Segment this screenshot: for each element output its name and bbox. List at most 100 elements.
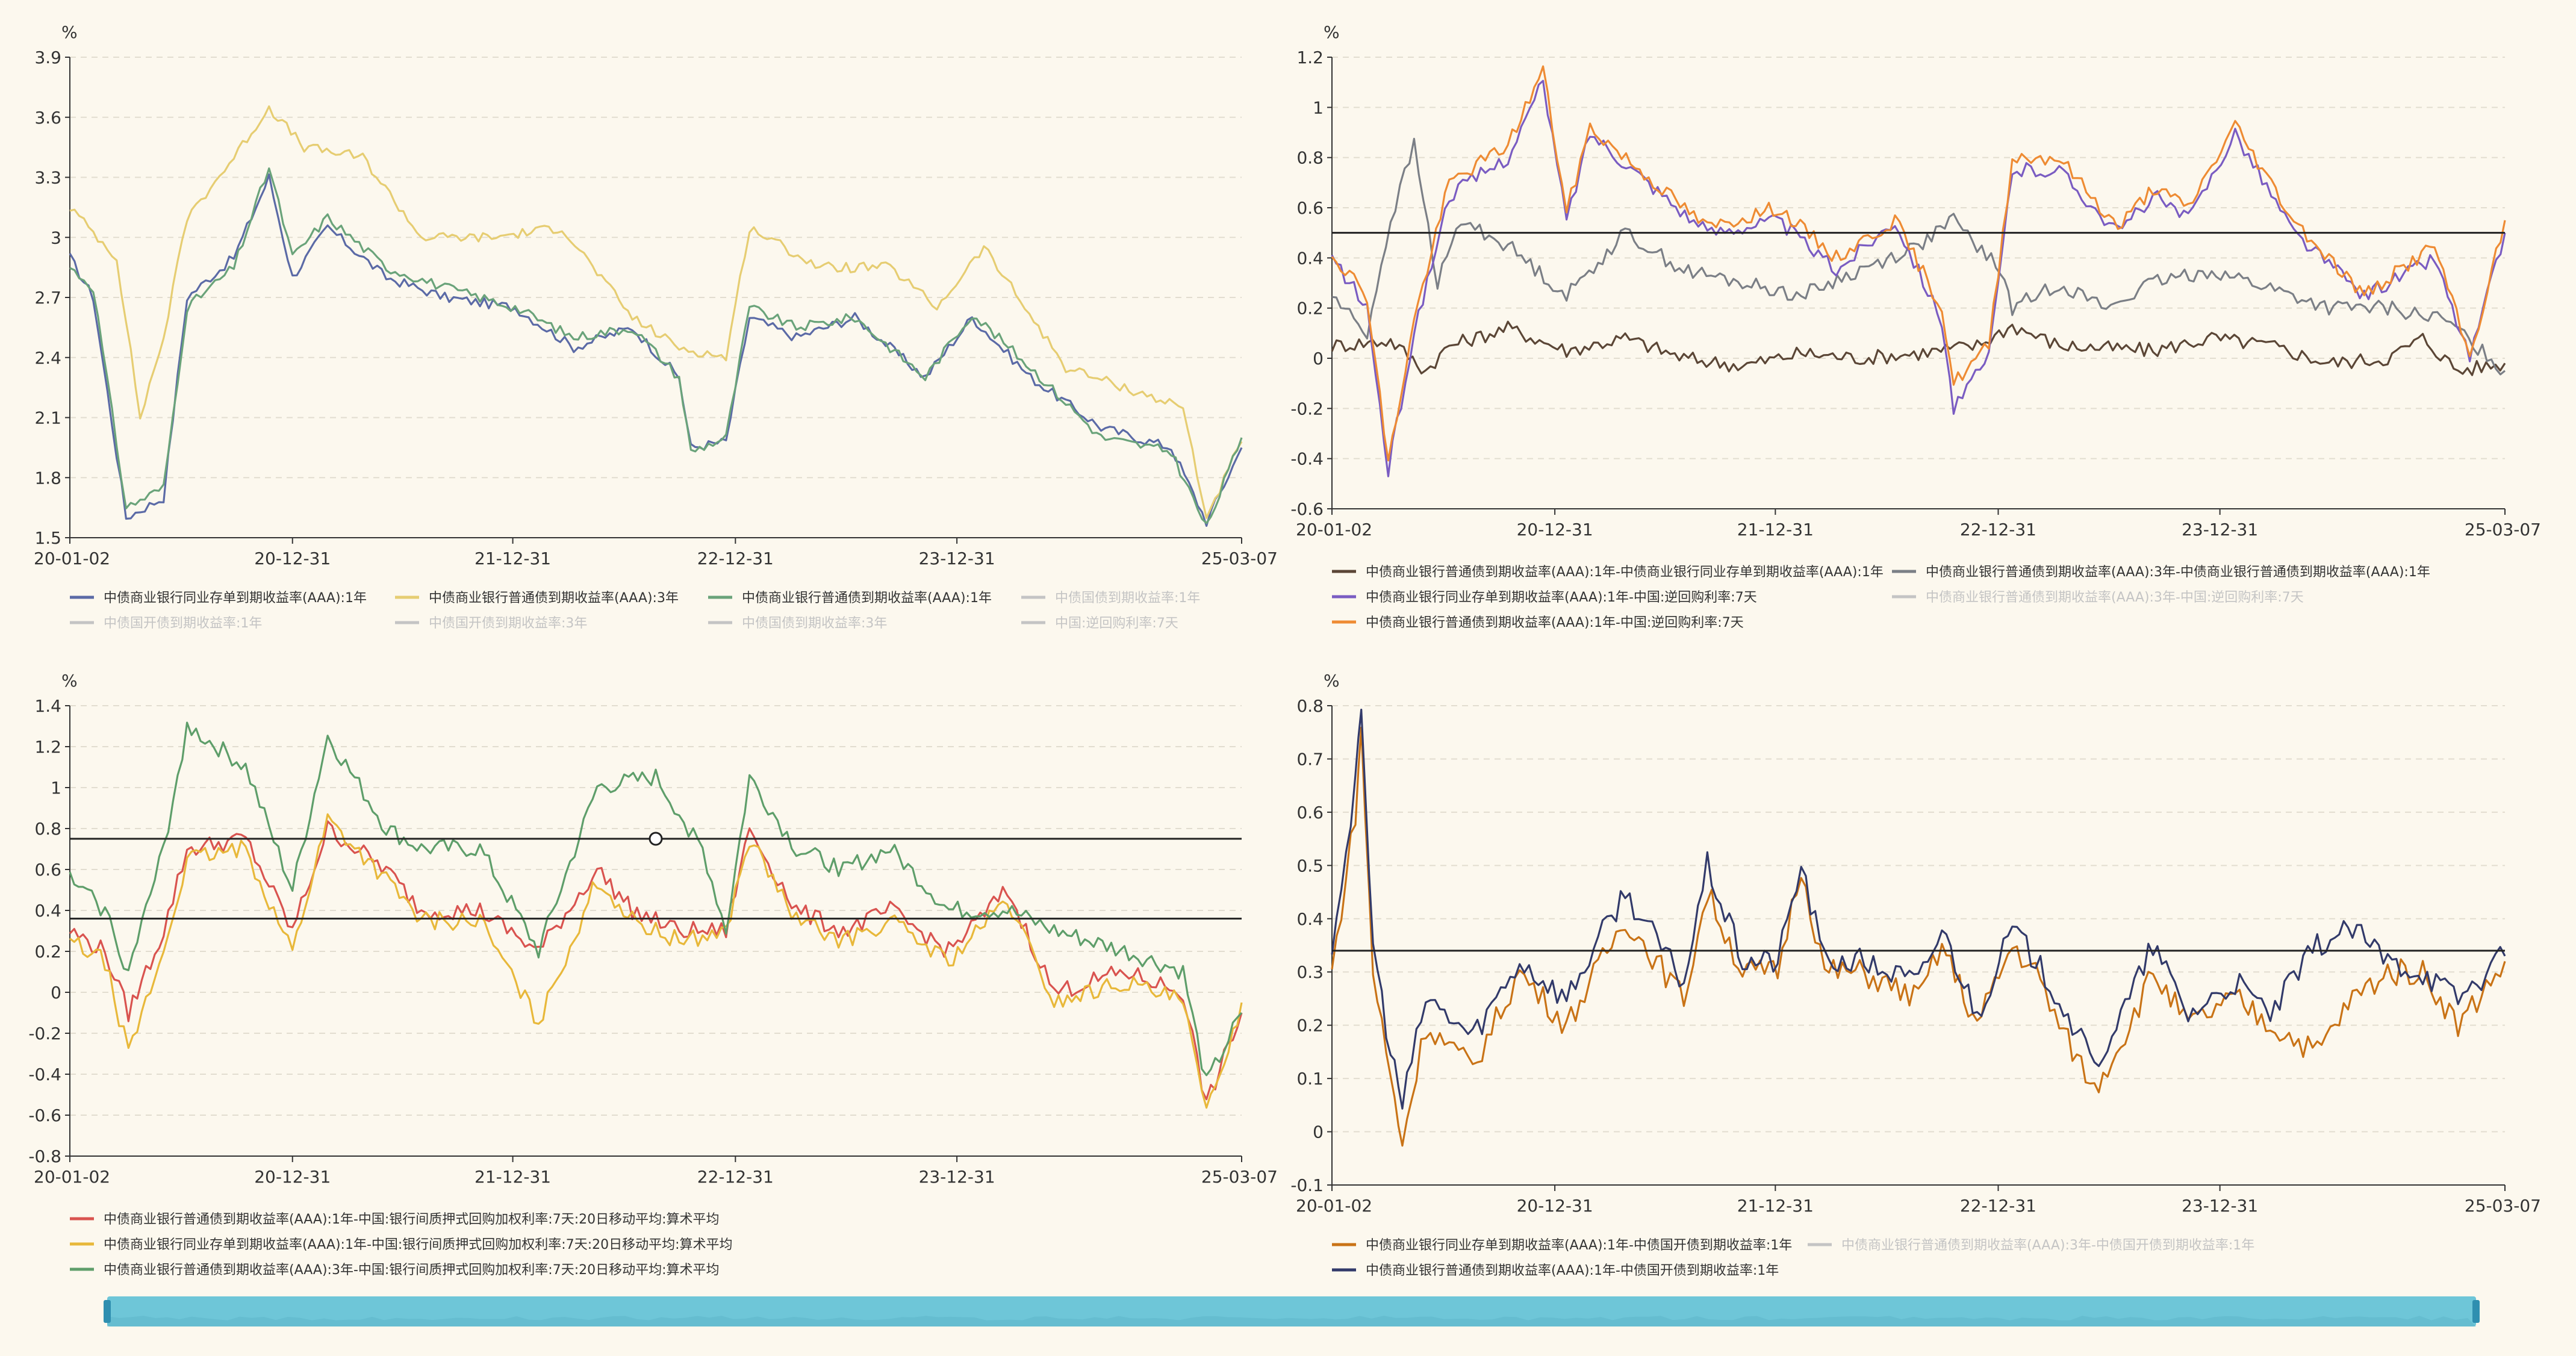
legend-item[interactable]: 中债商业银行同业存单到期收益率(AAA):1年 bbox=[70, 591, 367, 606]
legend-label: 中债商业银行同业存单到期收益率(AAA):1年-中债国开债到期收益率:1年 bbox=[1366, 1238, 1792, 1253]
y-tick-label: 0 bbox=[51, 983, 61, 1003]
y-tick-label: 0.8 bbox=[1296, 148, 1324, 168]
x-tick-label: 23-12-31 bbox=[2182, 520, 2258, 540]
x-tick-label: 25-03-07 bbox=[2465, 520, 2541, 540]
x-tick-label: 20-01-02 bbox=[1296, 520, 1372, 540]
p4-line-series-0[interactable] bbox=[1331, 726, 2506, 1147]
x-tick-label: 22-12-31 bbox=[697, 549, 774, 568]
y-tick-label: 0.8 bbox=[34, 819, 61, 839]
x-tick-label: 20-12-31 bbox=[254, 549, 331, 568]
y-tick-label: -0.6 bbox=[28, 1106, 61, 1125]
x-tick-label: 20-12-31 bbox=[1517, 1196, 1593, 1216]
y-unit-label: % bbox=[1324, 671, 1340, 691]
legend-item[interactable]: 中债商业银行同业存单到期收益率(AAA):1年-中债国开债到期收益率:1年 bbox=[1332, 1238, 1792, 1253]
y-tick-label: 0.6 bbox=[1296, 198, 1324, 218]
legend-item[interactable]: 中债国开债到期收益率:3年 bbox=[395, 616, 587, 631]
legend-item[interactable]: 中债商业银行普通债到期收益率(AAA):3年-中国:银行间质押式回购加权利率:7… bbox=[70, 1263, 720, 1278]
datazoom-slider[interactable] bbox=[104, 1296, 2480, 1326]
y-tick-label: 0.2 bbox=[1296, 299, 1324, 319]
y-tick-label: 1.4 bbox=[34, 696, 61, 716]
p1-line-series-1[interactable] bbox=[69, 105, 1243, 519]
legend-item[interactable]: 中债国债到期收益率:1年 bbox=[1021, 591, 1200, 606]
chart-yields: % 1.5 1.8 2.1 2.4 2.7 3 3.3 3.6 3.9 20-01-02 20-12-… bbox=[34, 22, 1278, 631]
x-tick-label: 21-12-31 bbox=[1737, 1196, 1814, 1216]
x-tick-label: 22-12-31 bbox=[1960, 1196, 2036, 1216]
legend-label: 中债商业银行普通债到期收益率(AAA):1年 bbox=[742, 591, 992, 606]
y-tick-label: 3.6 bbox=[34, 108, 61, 128]
legend-item[interactable]: 中债商业银行同业存单到期收益率(AAA):1年-中国:逆回购利率:7天 bbox=[1332, 590, 1757, 605]
y-tick-label: 0.1 bbox=[1296, 1069, 1324, 1089]
x-tick-label: 25-03-07 bbox=[1201, 1167, 1278, 1187]
legend-item[interactable]: 中债商业银行普通债到期收益率(AAA):3年-中债国开债到期收益率:1年 bbox=[1808, 1238, 2254, 1253]
y-tick-label: 0.5 bbox=[1296, 856, 1324, 875]
y-tick-label: 2.1 bbox=[34, 408, 61, 428]
legend-label: 中债商业银行普通债到期收益率(AAA):3年-中国:逆回购利率:7天 bbox=[1926, 590, 2304, 605]
zoom-handle-left[interactable] bbox=[104, 1300, 111, 1323]
x-tick-label: 20-01-02 bbox=[1296, 1196, 1372, 1216]
x-tick-label: 23-12-31 bbox=[919, 1167, 995, 1187]
p4-line-series-2[interactable] bbox=[1331, 709, 2506, 1110]
y-tick-label: -0.6 bbox=[1290, 499, 1324, 519]
chart-spreads-vs-repo-ma: % -0.8 -0.6 -0.4 -0.2 0 0.2 0.4 0.6 0.8 1 1.2 1.4 20-… bbox=[28, 671, 1278, 1278]
y-tick-label: 1 bbox=[51, 778, 61, 798]
legend-label: 中债商业银行普通债到期收益率(AAA):3年 bbox=[429, 591, 679, 606]
legend-item[interactable]: 中债商业银行普通债到期收益率(AAA):3年-中国:逆回购利率:7天 bbox=[1892, 590, 2304, 605]
p2-line-series-0[interactable] bbox=[1331, 320, 2506, 376]
y-tick-label: 0.8 bbox=[1296, 696, 1324, 716]
p2-line-series-4[interactable] bbox=[1331, 65, 2506, 462]
legend-label: 中债商业银行同业存单到期收益率(AAA):1年 bbox=[104, 591, 367, 606]
p1-line-series-2[interactable] bbox=[69, 167, 1243, 524]
y-tick-label: -0.4 bbox=[1290, 449, 1324, 469]
y-tick-label: 0.4 bbox=[1296, 909, 1324, 929]
legend-item[interactable]: 中债商业银行同业存单到期收益率(AAA):1年-中国:银行间质押式回购加权利率:… bbox=[70, 1237, 733, 1252]
x-tick-label: 25-03-07 bbox=[1201, 549, 1278, 568]
zoom-handle-right[interactable] bbox=[2472, 1300, 2480, 1323]
y-tick-label: 0.4 bbox=[34, 901, 61, 921]
x-tick-label: 21-12-31 bbox=[474, 549, 551, 568]
legend-item[interactable]: 中债商业银行普通债到期收益率(AAA):1年 bbox=[708, 591, 992, 606]
p2-line-series-2[interactable] bbox=[1331, 79, 2506, 477]
legend-label: 中债商业银行普通债到期收益率(AAA):3年-中债商业银行普通债到期收益率(AA… bbox=[1926, 565, 2430, 580]
y-tick-label: 0.2 bbox=[34, 942, 61, 962]
y-tick-label: 1.5 bbox=[34, 528, 61, 548]
legend-item[interactable]: 中国:逆回购利率:7天 bbox=[1021, 616, 1178, 631]
legend-item[interactable]: 中债商业银行普通债到期收益率(AAA):1年-中债国开债到期收益率:1年 bbox=[1332, 1263, 1779, 1278]
x-tick-label: 22-12-31 bbox=[697, 1167, 774, 1187]
x-tick-label: 20-01-02 bbox=[34, 1167, 110, 1187]
y-tick-label: 1.8 bbox=[34, 468, 61, 488]
x-tick-label: 20-12-31 bbox=[254, 1167, 331, 1187]
legend-label: 中债商业银行普通债到期收益率(AAA):3年-中国:银行间质押式回购加权利率:7… bbox=[104, 1263, 720, 1278]
p3-line-series-2[interactable] bbox=[69, 721, 1243, 1077]
x-tick-label: 25-03-07 bbox=[2465, 1196, 2541, 1216]
x-tick-label: 21-12-31 bbox=[1737, 520, 1814, 540]
y-tick-label: 1.2 bbox=[1296, 48, 1324, 67]
y-tick-label: 3.3 bbox=[34, 168, 61, 188]
y-tick-label: 0.6 bbox=[34, 860, 61, 880]
y-tick-label: 0.4 bbox=[1296, 248, 1324, 268]
p2-line-series-1[interactable] bbox=[1331, 137, 2506, 376]
y-tick-label: -0.2 bbox=[1290, 399, 1324, 418]
y-tick-label: -0.4 bbox=[28, 1065, 61, 1084]
legend-item[interactable]: 中债商业银行普通债到期收益率(AAA):3年 bbox=[395, 591, 679, 606]
legend-label: 中债商业银行普通债到期收益率(AAA):1年-中债商业银行同业存单到期收益率(A… bbox=[1366, 565, 1884, 580]
y-tick-label: 0 bbox=[1313, 349, 1324, 369]
x-tick-label: 23-12-31 bbox=[2182, 1196, 2258, 1216]
p3-line-series-1[interactable] bbox=[69, 813, 1243, 1109]
hover-marker[interactable] bbox=[649, 832, 663, 846]
legend-item[interactable]: 中债商业银行普通债到期收益率(AAA):1年-中债商业银行同业存单到期收益率(A… bbox=[1332, 565, 1884, 580]
p3-line-series-0[interactable] bbox=[69, 820, 1243, 1101]
legend-item[interactable]: 中债商业银行普通债到期收益率(AAA):1年-中国:银行间质押式回购加权利率:7… bbox=[70, 1212, 720, 1227]
legend-item[interactable]: 中债商业银行普通债到期收益率(AAA):1年-中国:逆回购利率:7天 bbox=[1332, 615, 1744, 630]
y-tick-label: 3.9 bbox=[34, 48, 61, 67]
legend-label: 中债国开债到期收益率:1年 bbox=[104, 616, 262, 631]
x-tick-label: 23-12-31 bbox=[919, 549, 995, 568]
legend-label: 中债商业银行同业存单到期收益率(AAA):1年-中国:银行间质押式回购加权利率:… bbox=[104, 1237, 733, 1252]
legend-label: 中债商业银行普通债到期收益率(AAA):3年-中债国开债到期收益率:1年 bbox=[1841, 1238, 2254, 1253]
y-unit-label: % bbox=[61, 671, 78, 691]
legend-item[interactable]: 中债商业银行普通债到期收益率(AAA):3年-中债商业银行普通债到期收益率(AA… bbox=[1892, 565, 2430, 580]
legend-item[interactable]: 中债国债到期收益率:3年 bbox=[708, 616, 887, 631]
legend-item[interactable]: 中债国开债到期收益率:1年 bbox=[70, 616, 262, 631]
y-tick-label: -0.2 bbox=[28, 1024, 61, 1043]
y-tick-label: 0.2 bbox=[1296, 1016, 1324, 1036]
y-tick-label: 0.6 bbox=[1296, 803, 1324, 823]
